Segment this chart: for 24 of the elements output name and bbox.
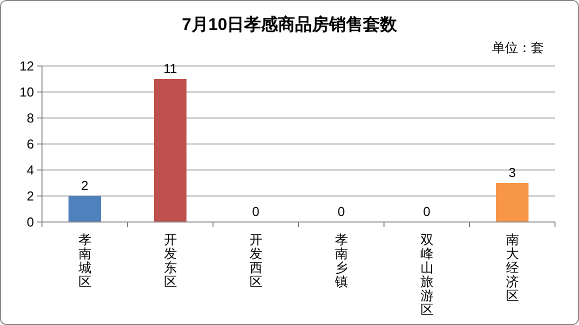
- x-tick-label: 开发东区: [164, 232, 177, 289]
- data-label: 3: [508, 165, 516, 180]
- chart-title: 7月10日孝感商品房销售套数: [182, 15, 398, 34]
- data-label: 2: [81, 178, 88, 193]
- data-label: 11: [164, 61, 177, 76]
- x-tick-label: 南大经济区: [506, 232, 519, 303]
- text: 单位：套: [492, 40, 544, 55]
- data-label: 0: [338, 204, 345, 219]
- y-tick-label: 0: [26, 214, 34, 230]
- y-tick-label: 12: [20, 58, 34, 74]
- bar: [154, 79, 186, 222]
- x-tick-label: 双峰山旅游区: [420, 232, 434, 317]
- x-tick-label: 孝南乡镇: [334, 232, 348, 289]
- bar: [68, 196, 101, 222]
- x-tick-label: 开发西区: [249, 232, 262, 289]
- x-tick-label: 孝南城区: [77, 232, 92, 289]
- y-tick-label: 8: [26, 110, 34, 126]
- y-tick-label: 4: [26, 162, 34, 178]
- bar: [496, 183, 528, 222]
- data-label: 0: [252, 204, 260, 219]
- data-label: 0: [423, 204, 430, 219]
- y-tick-label: 6: [26, 136, 34, 152]
- y-tick-label: 2: [26, 188, 34, 204]
- y-tick-label: 10: [20, 84, 34, 100]
